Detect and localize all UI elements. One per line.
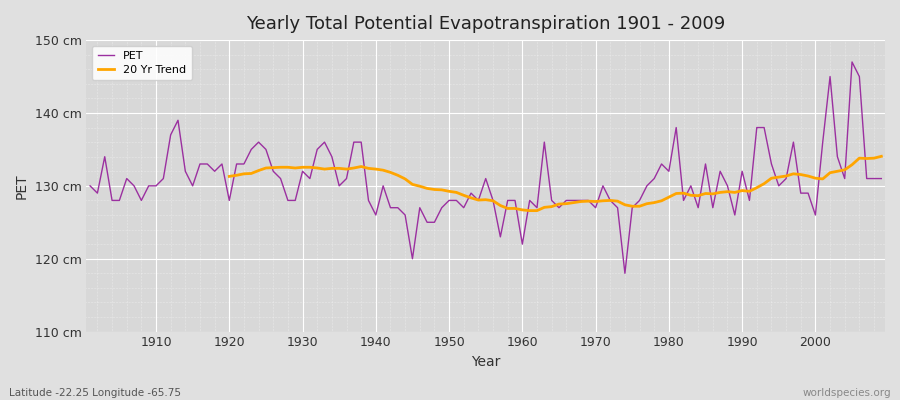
20 Yr Trend: [311, 166, 322, 170]
20 Yr Trend: [686, 193, 697, 198]
PET: [304, 176, 315, 181]
PET: [348, 140, 359, 144]
Line: 20 Yr Trend: 20 Yr Trend: [230, 156, 881, 211]
20 Yr Trend: [525, 208, 535, 213]
PET: [619, 271, 630, 276]
20 Yr Trend: [854, 156, 865, 160]
20 Yr Trend: [224, 174, 235, 179]
Y-axis label: PET: PET: [15, 173, 29, 199]
20 Yr Trend: [788, 172, 799, 176]
Text: Latitude -22.25 Longitude -65.75: Latitude -22.25 Longitude -65.75: [9, 388, 181, 398]
PET: [605, 198, 616, 203]
Legend: PET, 20 Yr Trend: PET, 20 Yr Trend: [92, 46, 192, 80]
PET: [876, 176, 886, 181]
20 Yr Trend: [773, 175, 784, 180]
PET: [509, 198, 520, 203]
PET: [85, 184, 95, 188]
20 Yr Trend: [876, 154, 886, 159]
20 Yr Trend: [422, 186, 433, 191]
PET: [143, 184, 154, 188]
Text: worldspecies.org: worldspecies.org: [803, 388, 891, 398]
Title: Yearly Total Potential Evapotranspiration 1901 - 2009: Yearly Total Potential Evapotranspiratio…: [246, 15, 725, 33]
PET: [517, 242, 527, 246]
X-axis label: Year: Year: [471, 355, 500, 369]
PET: [847, 60, 858, 64]
Line: PET: PET: [90, 62, 881, 273]
